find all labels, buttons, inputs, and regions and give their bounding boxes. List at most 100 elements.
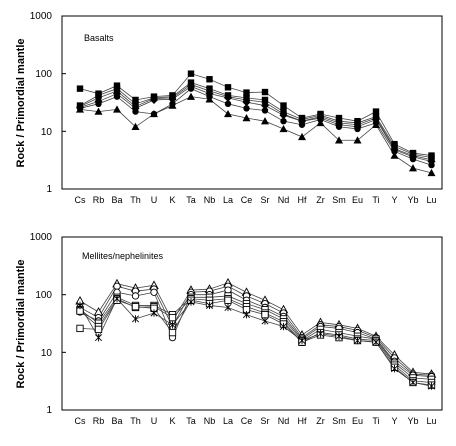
data-point-triangle xyxy=(205,95,214,103)
data-point-circle xyxy=(409,155,417,163)
x-tick-label: Rb xyxy=(93,416,105,426)
data-point-triangle xyxy=(168,101,177,109)
data-point-circle xyxy=(132,108,139,115)
x-tick-label: Yb xyxy=(407,416,418,426)
data-point-triangle xyxy=(261,117,269,125)
data-point-triangle xyxy=(113,105,121,113)
x-tick-label: Ta xyxy=(186,195,196,205)
data-point-x xyxy=(242,310,251,319)
x-tick-label: Lu xyxy=(426,416,436,426)
x-tick-label: Nd xyxy=(278,195,290,205)
y-axis-label: Rock / Primordial mantle xyxy=(15,260,27,389)
data-point-circle xyxy=(95,100,102,108)
x-tick-label: Sm xyxy=(332,195,346,205)
data-point-circle xyxy=(354,125,361,133)
x-tick-label: Eu xyxy=(352,195,363,205)
x-tick-label: Sr xyxy=(261,416,270,426)
data-point-triangle xyxy=(76,105,84,113)
data-point-circle xyxy=(224,100,232,108)
data-point-x xyxy=(372,338,380,346)
x-tick-label: Ti xyxy=(372,195,379,205)
basalts-panel: Basalts Rock / Primordial mantle 1000 10… xyxy=(15,11,443,205)
data-point-diamond xyxy=(224,93,232,102)
x-tick-label: Th xyxy=(130,195,141,205)
data-point-triangle xyxy=(335,136,343,144)
x-tick-label: U xyxy=(151,195,158,205)
x-tick-label: Hf xyxy=(298,195,307,205)
data-point-square-open xyxy=(131,302,140,311)
data-point-square xyxy=(280,102,287,109)
x-tick-label: Y xyxy=(391,416,397,426)
data-point-triangle xyxy=(187,92,195,100)
data-point-square xyxy=(206,76,213,83)
mellites-nephelinites-panel: Mellites/nephelinites Rock / Primordial … xyxy=(15,232,443,426)
x-tick-label: Cs xyxy=(75,416,86,426)
y-tick-label: 10 xyxy=(41,127,53,138)
data-point-square xyxy=(76,85,84,92)
plot-frame xyxy=(61,15,443,190)
y-axis-label: Rock / Primordial mantle xyxy=(15,39,27,168)
y-ticks: 1000 100 10 1 xyxy=(30,11,66,195)
data-point-triangle xyxy=(316,118,325,127)
data-point-circle xyxy=(113,93,121,100)
data-point-x xyxy=(409,378,417,387)
data-point-triangle xyxy=(150,109,158,118)
data-point-x xyxy=(131,315,140,323)
data-point-x xyxy=(187,298,195,306)
data-point-circle xyxy=(280,117,287,125)
data-point-square-open xyxy=(224,296,232,304)
y-tick-label: 1000 xyxy=(30,232,53,243)
x-tick-label: Eu xyxy=(352,416,363,426)
x-tick-label: Ce xyxy=(241,195,253,205)
data-point-circle xyxy=(187,85,195,92)
data-point-triangle xyxy=(372,120,380,128)
data-point-circle xyxy=(428,161,435,169)
y-tick-label: 1 xyxy=(46,405,52,416)
data-point-circle-open xyxy=(131,292,140,300)
x-tick-label: Th xyxy=(130,416,141,426)
y-tick-label: 1 xyxy=(46,184,52,195)
data-point-x xyxy=(279,322,288,331)
data-point-triangle xyxy=(224,109,232,118)
x-tick-label: Nb xyxy=(204,195,216,205)
y-tick-label: 100 xyxy=(35,69,52,80)
data-point-circle xyxy=(335,123,343,130)
x-tick-label: K xyxy=(169,195,175,205)
data-point-diamond xyxy=(150,95,158,104)
data-point-x xyxy=(150,309,158,317)
plot-frame xyxy=(61,236,443,411)
data-point-x xyxy=(205,301,214,310)
data-point-diamond xyxy=(242,98,251,107)
data-point-x xyxy=(168,321,177,329)
y-ticks: 1000 100 10 1 xyxy=(30,232,66,416)
x-tick-label: Rb xyxy=(93,195,105,205)
data-point-triangle xyxy=(409,164,417,172)
x-tick-label: Yb xyxy=(407,195,418,205)
data-point-x xyxy=(335,332,343,340)
x-tick-label: Ce xyxy=(241,416,253,426)
x-tick-label: U xyxy=(151,416,158,426)
data-point-x xyxy=(94,333,103,342)
data-point-square-open xyxy=(168,313,177,322)
data-point-x xyxy=(113,295,121,303)
data-point-triangle xyxy=(242,114,251,122)
data-point-triangle xyxy=(131,122,140,130)
data-point-circle xyxy=(261,107,269,114)
panel-title: Basalts xyxy=(84,33,114,43)
x-tick-label: Cs xyxy=(75,195,86,205)
data-point-x xyxy=(353,336,362,345)
y-tick-label: 1000 xyxy=(30,11,53,22)
data-point-x xyxy=(261,317,269,325)
data-point-square xyxy=(224,84,232,91)
data-point-triangle xyxy=(390,151,399,159)
series-marks xyxy=(75,277,437,390)
data-point-square-open xyxy=(76,324,84,333)
series-line xyxy=(79,285,432,376)
y-tick-label: 10 xyxy=(41,348,53,359)
data-point-triangle xyxy=(94,107,103,115)
data-point-x xyxy=(224,303,232,312)
x-ticks: Cs Rb Ba Th U K Ta Nb La Ce Sr Nd Hf Zr Sm Eu Ti Y Yb Lu xyxy=(75,416,437,426)
data-point-triangle xyxy=(279,124,288,133)
data-point-square xyxy=(132,96,139,104)
